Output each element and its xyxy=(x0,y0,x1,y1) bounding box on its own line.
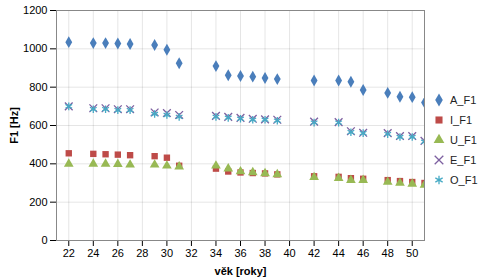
svg-text:1000: 1000 xyxy=(23,42,47,54)
svg-text:32: 32 xyxy=(185,247,197,259)
svg-text:22: 22 xyxy=(63,247,75,259)
svg-text:48: 48 xyxy=(382,247,394,259)
html-text:E_F1: E_F1 xyxy=(450,154,477,166)
svg-text:věk [roky]: věk [roky] xyxy=(215,265,267,277)
svg-text:400: 400 xyxy=(29,157,47,169)
svg-text:36: 36 xyxy=(234,247,246,259)
svg-text:1200: 1200 xyxy=(23,4,47,16)
svg-text:800: 800 xyxy=(29,81,47,93)
svg-text:28: 28 xyxy=(136,247,148,259)
svg-text:26: 26 xyxy=(112,247,124,259)
svg-text:40: 40 xyxy=(283,247,295,259)
svg-text:24: 24 xyxy=(87,247,99,259)
html-text:I_F1: I_F1 xyxy=(450,114,472,126)
html-text:U_F1: U_F1 xyxy=(450,134,477,146)
svg-text:200: 200 xyxy=(29,196,47,208)
svg-text:600: 600 xyxy=(29,119,47,131)
html-text:O_F1: O_F1 xyxy=(450,174,478,186)
svg-text:F1 [Hz]: F1 [Hz] xyxy=(8,107,20,144)
svg-text:0: 0 xyxy=(41,234,47,246)
svg-text:38: 38 xyxy=(259,247,271,259)
html-text:A_F1: A_F1 xyxy=(450,94,477,106)
svg-text:44: 44 xyxy=(333,247,345,259)
svg-text:34: 34 xyxy=(210,247,222,259)
svg-text:46: 46 xyxy=(357,247,369,259)
svg-text:50: 50 xyxy=(406,247,418,259)
svg-text:30: 30 xyxy=(161,247,173,259)
svg-text:42: 42 xyxy=(308,247,320,259)
